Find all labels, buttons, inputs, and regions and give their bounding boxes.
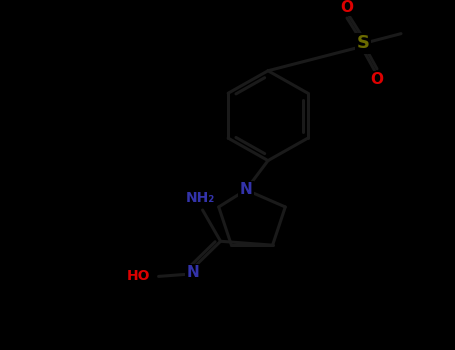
Text: O: O (340, 0, 354, 15)
Text: NH₂: NH₂ (186, 191, 215, 205)
Text: O: O (370, 72, 384, 87)
Text: N: N (240, 182, 253, 197)
Text: N: N (186, 265, 199, 280)
Text: S: S (357, 34, 369, 52)
Text: HO: HO (127, 270, 150, 284)
